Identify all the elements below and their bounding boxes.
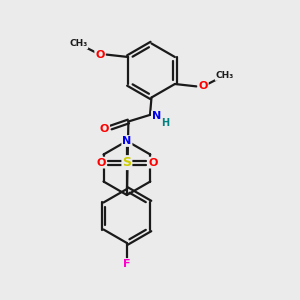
Text: CH₃: CH₃	[69, 39, 87, 48]
Text: N: N	[122, 136, 131, 146]
Text: H: H	[161, 118, 170, 128]
Text: F: F	[123, 259, 131, 269]
Text: O: O	[96, 158, 106, 168]
Text: O: O	[148, 158, 158, 168]
Text: CH₃: CH₃	[216, 71, 234, 80]
Text: S: S	[122, 156, 131, 169]
Text: N: N	[152, 111, 161, 122]
Text: O: O	[198, 81, 208, 92]
Text: O: O	[100, 124, 109, 134]
Text: O: O	[95, 50, 105, 60]
